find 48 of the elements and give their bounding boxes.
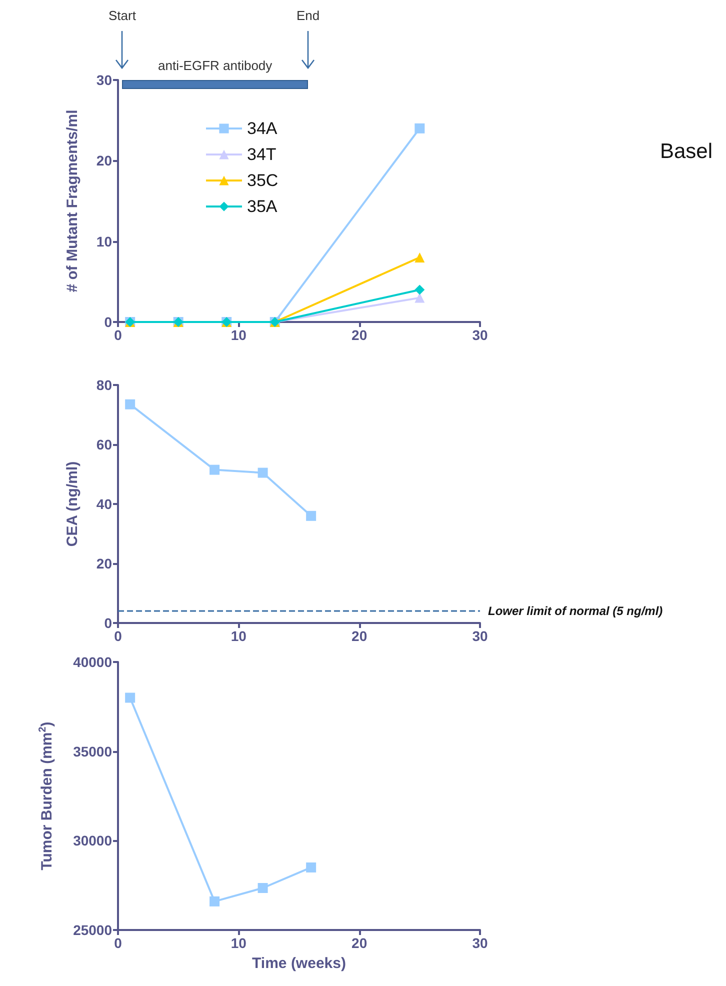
y-axis-title: Tumor Burden (mm2) — [38, 722, 56, 870]
y-tick-label: 30000 — [73, 832, 112, 849]
text: End — [296, 8, 320, 23]
y-tick-label: 30 — [96, 72, 112, 88]
x-tick-label: 0 — [114, 327, 122, 343]
y-tick-label: 40 — [96, 496, 112, 512]
point — [258, 883, 268, 894]
x-tick-label: 30 — [472, 628, 488, 644]
y-tick-label: 25000 — [73, 922, 112, 938]
y-tick-label: 60 — [96, 436, 112, 452]
y-tick-label: 35000 — [73, 743, 112, 760]
text: anti-EGFR antibody — [158, 58, 272, 73]
x-tick-label: 30 — [472, 327, 488, 343]
text: Basel — [660, 140, 713, 164]
ref-line-label: Lower limit of normal (5 ng/ml) — [488, 604, 663, 618]
y-tick-label: 0 — [104, 314, 112, 330]
point — [306, 510, 316, 521]
point — [125, 692, 136, 703]
point — [258, 468, 268, 478]
x-tick-label: 0 — [114, 935, 122, 951]
y-tick-label: 80 — [96, 377, 112, 393]
y-tick-label: 0 — [104, 615, 112, 631]
point — [210, 896, 220, 906]
x-tick-label: 10 — [230, 327, 247, 343]
y-axis-title: CEA (ng/ml) — [64, 461, 81, 547]
point — [414, 123, 425, 134]
x-tick-label: 10 — [230, 628, 247, 644]
y-axis-title: # of Mutant Fragments/ml — [64, 110, 81, 292]
x-axis-title: Time (weeks) — [252, 955, 346, 972]
legend-label: 34A — [247, 119, 278, 138]
y-tick-label: 20 — [96, 152, 112, 169]
point — [414, 284, 425, 295]
point — [306, 862, 316, 872]
x-tick-label: 20 — [352, 935, 368, 951]
legend-label: 35A — [247, 197, 278, 216]
text: Start — [108, 8, 136, 23]
x-tick-label: 30 — [472, 935, 488, 951]
point — [210, 464, 220, 475]
y-tick-label: 40000 — [73, 654, 112, 670]
x-tick-label: 20 — [352, 327, 368, 343]
y-tick-label: 10 — [96, 233, 112, 250]
x-tick-label: 20 — [352, 628, 368, 644]
point — [125, 399, 136, 410]
y-tick-label: 20 — [96, 556, 112, 572]
legend-label: 34T — [247, 145, 276, 164]
legend-label: 35C — [247, 171, 278, 190]
x-tick-label: 10 — [230, 935, 247, 951]
x-tick-label: 0 — [114, 628, 122, 644]
